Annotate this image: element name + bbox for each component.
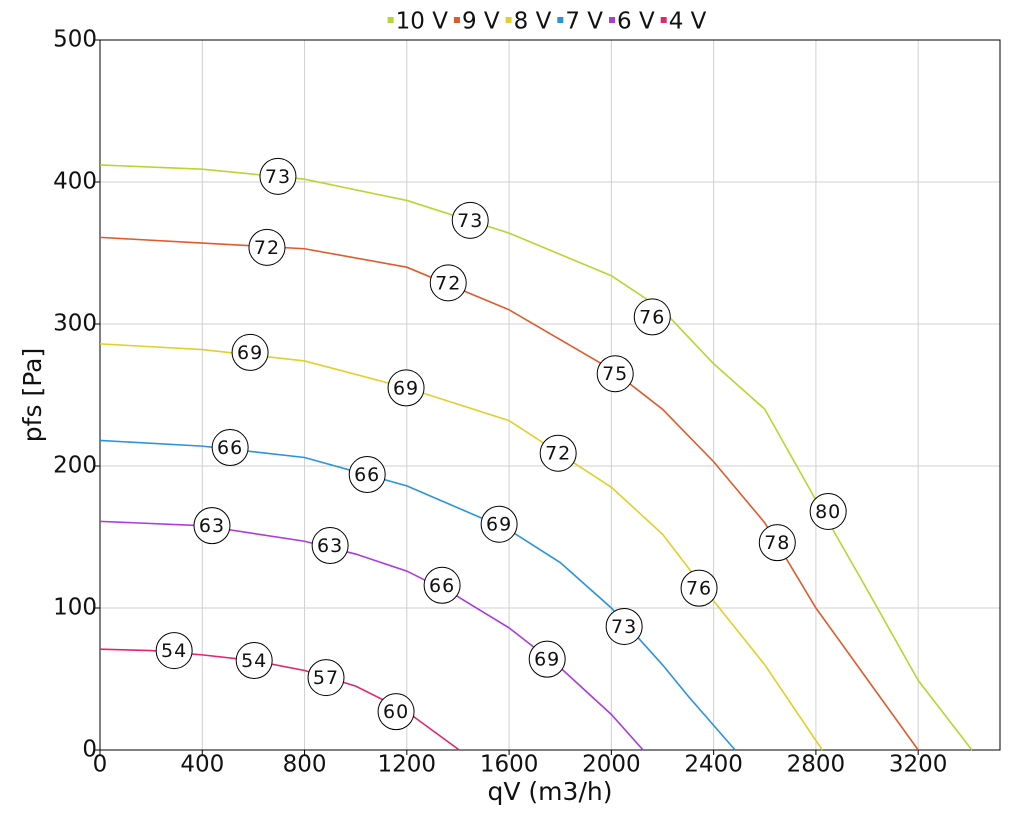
annotation-circle (423, 566, 461, 604)
legend: 10 V 9 V 8 V 7 V 6 V 4 V (387, 9, 707, 35)
x-tick-label: 1200 (378, 752, 437, 778)
annotation-label: 66 (429, 575, 455, 597)
legend-swatch (387, 17, 394, 23)
annotation-label: 76 (639, 306, 665, 328)
legend-label: 10 V (396, 9, 449, 35)
annotation-circle (480, 505, 518, 543)
plot-frame (99, 39, 1001, 751)
annotation-label: 75 (602, 363, 628, 385)
y-tick-label: 300 (53, 311, 97, 337)
legend-swatch (609, 17, 615, 23)
legend-label: 4 V (669, 9, 707, 35)
y-axis-label: pfs [Pa] (18, 348, 47, 442)
y-tick-label: 500 (53, 27, 97, 53)
annotation-circle (348, 456, 386, 494)
annotation-label: 60 (383, 701, 409, 723)
annotation-circle (307, 659, 345, 697)
x-tick-label: 800 (283, 752, 327, 778)
annotation-circle (680, 569, 718, 607)
annotation-label: 69 (534, 649, 560, 671)
annotation-circle (596, 355, 634, 393)
annotation-label: 69 (486, 514, 512, 536)
annotation-label: 72 (254, 237, 280, 259)
annotation-circle (259, 157, 297, 195)
annotation-label: 76 (686, 578, 712, 600)
annotation-circle (539, 434, 577, 472)
annotation-circle (387, 369, 425, 407)
x-tick-label: 2800 (787, 752, 846, 778)
series-line (99, 439, 736, 751)
annotation-label: 63 (317, 535, 343, 557)
y-tick-label: 100 (53, 595, 97, 621)
annotation-label: 54 (161, 640, 187, 662)
legend-swatch (660, 17, 667, 23)
annotation-label: 73 (457, 210, 483, 232)
legend-swatch (557, 17, 564, 23)
legend-swatch (505, 17, 512, 23)
annotation-label: 69 (393, 377, 419, 399)
annotation-circle (809, 492, 847, 530)
annotation-label: 72 (435, 272, 461, 294)
annotation-circle (248, 228, 286, 266)
y-tick-label: 0 (82, 737, 97, 763)
annotation-circle (633, 298, 671, 336)
x-tick-label: 400 (180, 752, 224, 778)
annotation-circle (451, 201, 489, 239)
legend-label: 6 V (617, 9, 655, 35)
x-tick-label: 2400 (684, 752, 743, 778)
annotation-circle (311, 527, 349, 565)
annotation-label: 63 (199, 515, 225, 537)
annotation-label: 66 (354, 464, 380, 486)
annotation-label: 57 (313, 667, 339, 689)
annotation-label: 80 (815, 501, 841, 523)
annotation-circle (758, 524, 796, 562)
annotation-circle (528, 640, 566, 678)
y-tick-label: 200 (53, 453, 97, 479)
annotation-label: 73 (265, 166, 291, 188)
annotation-label: 69 (237, 342, 263, 364)
x-tick-label: 0 (93, 752, 108, 778)
annotation-circle (231, 333, 269, 371)
annotation-circle (605, 607, 643, 645)
annotation-circle (235, 642, 273, 680)
x-axis-label: qV (m3/h) (488, 777, 613, 806)
annotation-label: 66 (217, 437, 243, 459)
annotation-circle (211, 429, 249, 467)
y-tick-label: 400 (53, 169, 97, 195)
annotation-circle (193, 507, 231, 545)
x-tick-label: 1600 (480, 752, 539, 778)
x-tick-label: 3200 (889, 752, 948, 778)
x-tick-label: 2000 (582, 752, 641, 778)
annotation-circle (155, 632, 193, 670)
annotation-label: 73 (611, 616, 637, 638)
annotation-label: 72 (545, 443, 571, 465)
annotation-label: 78 (764, 532, 790, 554)
grid (99, 39, 1000, 751)
legend-label: 7 V (565, 9, 603, 35)
series-line (99, 236, 919, 751)
legend-label: 8 V (514, 9, 552, 35)
legend-swatch (453, 17, 460, 23)
legend-label: 9 V (462, 9, 500, 35)
annotation-label: 54 (241, 650, 267, 672)
annotation-circle (429, 264, 467, 302)
annotation-circle (377, 693, 415, 731)
